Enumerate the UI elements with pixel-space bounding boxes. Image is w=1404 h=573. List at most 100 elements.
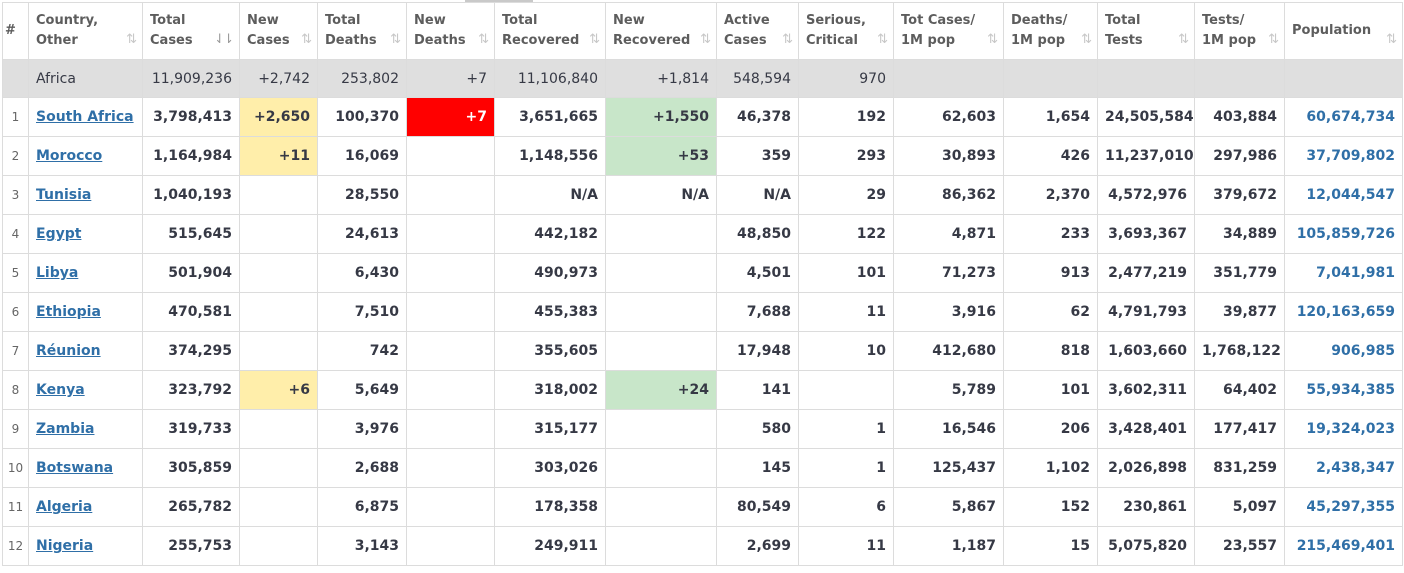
cell-cases-per-1m (893, 59, 1004, 98)
header-total-recovered[interactable]: Total Recovered ⇅ (494, 2, 606, 60)
cell-tests-per-1m: 403,884 (1194, 97, 1285, 137)
sort-icon[interactable]: ⇅ (877, 32, 888, 47)
header-active-cases[interactable]: Active Cases ⇅ (716, 2, 799, 60)
header-label-line1: Total (1105, 13, 1141, 28)
header-deaths-per-1m[interactable]: Deaths/1M pop ⇅ (1003, 2, 1098, 60)
sort-icon[interactable]: ⇅ (390, 32, 401, 47)
cell-total-deaths: 2,688 (317, 448, 407, 488)
header-new-deaths[interactable]: New Deaths ⇅ (406, 2, 495, 60)
header-new-recovered[interactable]: New Recovered ⇅ (605, 2, 717, 60)
header-country[interactable]: Country, Other ⇅ (28, 2, 143, 60)
country-link[interactable]: Egypt (36, 226, 82, 242)
cell-total-recovered: 318,002 (494, 370, 606, 410)
table-row: 5 Libya 501,904 6,430 490,973 4,501 101 71,273 9… (2, 253, 1403, 293)
country-link[interactable]: Réunion (36, 343, 101, 359)
cell-active-cases: 80,549 (716, 487, 799, 527)
cell-deaths-per-1m: 2,370 (1003, 175, 1098, 215)
header-label-line1: Total (502, 13, 538, 28)
sort-icon[interactable]: ⇅ (987, 32, 998, 47)
cell-serious-critical: 11 (798, 292, 894, 332)
sort-icon[interactable]: ⇅ (1081, 32, 1092, 47)
cell-total-cases: 515,645 (142, 214, 240, 254)
header-tests-per-1m[interactable]: Tests/1M pop ⇅ (1194, 2, 1285, 60)
sort-icon[interactable]: ⇅ (1268, 32, 1279, 47)
cell-serious-critical: 6 (798, 487, 894, 527)
table-row: 9 Zambia 319,733 3,976 315,177 580 1 16,546 206 3… (2, 409, 1403, 449)
sort-icon[interactable]: ⇃⇂ (214, 32, 234, 47)
cell-serious-critical: 293 (798, 136, 894, 176)
cell-total-recovered: 1,148,556 (494, 136, 606, 176)
country-link[interactable]: Zambia (36, 421, 95, 437)
cell-serious-critical: 192 (798, 97, 894, 137)
cell-tests-per-1m: 831,259 (1194, 448, 1285, 488)
cell-population: 215,469,401 (1284, 526, 1403, 566)
header-label-line2: 1M pop (1011, 33, 1066, 48)
cell-total-tests: 11,237,010 (1097, 136, 1195, 176)
header-cases-per-1m[interactable]: Tot Cases/1M pop ⇅ (893, 2, 1004, 60)
header-total-deaths[interactable]: Total Deaths ⇅ (317, 2, 407, 60)
country-link[interactable]: Kenya (36, 382, 85, 398)
sort-icon[interactable]: ⇅ (126, 32, 137, 47)
cell-total-deaths: 742 (317, 331, 407, 371)
sort-icon[interactable]: ⇅ (782, 32, 793, 47)
cell-country: Morocco (28, 136, 143, 176)
cell-new-recovered (605, 214, 717, 254)
cell-total-cases: 11,909,236 (142, 59, 240, 98)
cell-new-recovered (605, 526, 717, 566)
cell-tests-per-1m: 64,402 (1194, 370, 1285, 410)
header-new-cases[interactable]: New Cases ⇅ (239, 2, 318, 60)
cell-rank: 9 (2, 409, 29, 449)
header-total-cases[interactable]: Total Cases ⇃⇂ (142, 2, 240, 60)
cell-total-cases: 501,904 (142, 253, 240, 293)
country-link[interactable]: South Africa (36, 109, 134, 125)
country-link[interactable]: Nigeria (36, 538, 94, 554)
cell-country: Tunisia (28, 175, 143, 215)
header-total-tests[interactable]: Total Tests ⇅ (1097, 2, 1195, 60)
cell-total-cases: 374,295 (142, 331, 240, 371)
header-label-line2: 1M pop (1202, 33, 1257, 48)
header-label: # (5, 21, 26, 41)
table-body: Africa 11,909,236 +2,742 253,802 +7 11,106,84… (2, 59, 1403, 566)
cell-deaths-per-1m: 152 (1003, 487, 1098, 527)
country-link[interactable]: Libya (36, 265, 79, 281)
sort-icon[interactable]: ⇅ (301, 32, 312, 47)
cell-total-recovered: 3,651,665 (494, 97, 606, 137)
header-label: Total Deaths (325, 11, 399, 51)
table-row: 10 Botswana 305,859 2,688 303,026 145 1 125,437… (2, 448, 1403, 488)
cell-cases-per-1m: 86,362 (893, 175, 1004, 215)
sort-icon[interactable]: ⇅ (700, 32, 711, 47)
cell-country: Zambia (28, 409, 143, 449)
cell-new-cases: +2,650 (239, 97, 318, 137)
sort-icon[interactable]: ⇅ (478, 32, 489, 47)
cell-new-cases (239, 448, 318, 488)
cell-rank: 7 (2, 331, 29, 371)
country-link[interactable]: Botswana (36, 460, 114, 476)
cell-deaths-per-1m: 233 (1003, 214, 1098, 254)
sort-icon[interactable]: ⇅ (589, 32, 600, 47)
cell-new-deaths (406, 448, 495, 488)
header-population[interactable]: Population ⇅ (1284, 2, 1403, 60)
cell-total-recovered: 355,605 (494, 331, 606, 371)
header-label-line1: Population (1292, 23, 1372, 38)
country-link[interactable]: Algeria (36, 499, 93, 515)
cell-population: 45,297,355 (1284, 487, 1403, 527)
country-link[interactable]: Ethiopia (36, 304, 101, 320)
cell-new-cases: +11 (239, 136, 318, 176)
cell-rank: 3 (2, 175, 29, 215)
cell-tests-per-1m: 379,672 (1194, 175, 1285, 215)
cell-new-deaths (406, 526, 495, 566)
sort-icon[interactable]: ⇅ (1386, 32, 1397, 47)
cell-new-cases: +6 (239, 370, 318, 410)
header-label-line1: New (613, 13, 645, 28)
cell-country: South Africa (28, 97, 143, 137)
country-link[interactable]: Tunisia (36, 187, 92, 203)
cell-total-tests: 3,428,401 (1097, 409, 1195, 449)
header-serious-critical[interactable]: Serious, Critical ⇅ (798, 2, 894, 60)
header-label: Total Tests (1105, 11, 1187, 51)
cell-total-tests: 4,572,976 (1097, 175, 1195, 215)
country-link[interactable]: Morocco (36, 148, 103, 164)
header-label: Tests/1M pop (1202, 11, 1277, 51)
cell-deaths-per-1m: 15 (1003, 526, 1098, 566)
sort-icon[interactable]: ⇅ (1178, 32, 1189, 47)
cell-new-recovered: +24 (605, 370, 717, 410)
